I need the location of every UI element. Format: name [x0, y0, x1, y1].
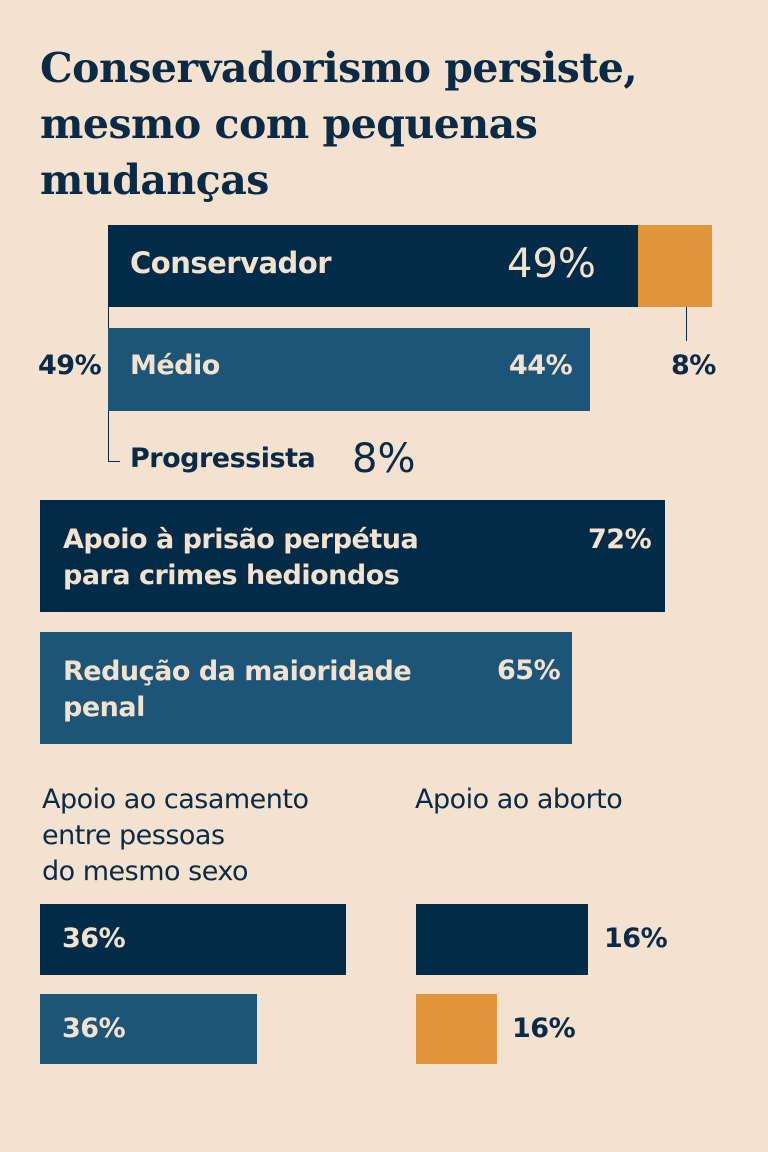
value-casamento-2: 36% [62, 1013, 126, 1044]
bar-progressista-segment [638, 225, 712, 307]
title-line: Conservadorismo persiste, [40, 44, 638, 92]
heading-line: do mesmo sexo [42, 856, 248, 887]
bar-casamento-2 [40, 994, 257, 1064]
connector-line-bottom [108, 461, 120, 462]
label-maioridade-penal: Redução da maioridade penal [63, 654, 412, 726]
bar-casamento-1 [40, 904, 346, 975]
value-aborto-2: 16% [512, 1013, 576, 1044]
label-medio: Médio [130, 350, 220, 381]
label-progressista: Progressista [130, 443, 316, 474]
bar-aborto-2 [416, 994, 497, 1064]
label-line: Apoio à prisão perpétua [63, 524, 419, 555]
heading-line: entre pessoas [42, 820, 225, 851]
label-conservador: Conservador [130, 246, 332, 280]
label-line: penal [63, 692, 145, 723]
title-line: mesmo com pequenas [40, 100, 538, 148]
bar-maioridade-penal [40, 632, 572, 744]
heading-aborto: Apoio ao aborto [415, 784, 623, 815]
title-line: mudanças [40, 156, 269, 204]
chart-title: Conservadorismo persiste, mesmo com pequ… [40, 40, 740, 208]
bar-conservador [108, 225, 638, 307]
label-line: para crimes hediondos [63, 560, 400, 591]
bar-aborto-1 [416, 904, 588, 975]
label-prisao-perpetua: Apoio à prisão perpétua para crimes hedi… [63, 522, 419, 594]
side-label-left: 49% [38, 350, 102, 381]
label-line: Redução da maioridade [63, 656, 412, 687]
value-aborto-1: 16% [604, 923, 668, 954]
value-medio: 44% [509, 350, 573, 381]
heading-line: Apoio ao casamento [42, 784, 309, 815]
value-casamento-1: 36% [62, 923, 126, 954]
side-label-right: 8% [671, 350, 716, 381]
connector-line-right [686, 307, 687, 341]
value-progressista: 8% [352, 436, 416, 482]
heading-casamento: Apoio ao casamento entre pessoas do mesm… [42, 782, 309, 890]
value-prisao-perpetua: 72% [588, 524, 652, 555]
bar-prisao-perpetua [40, 500, 665, 612]
value-conservador: 49% [507, 241, 596, 287]
bar-medio [108, 328, 590, 411]
value-maioridade-penal: 65% [497, 655, 561, 686]
